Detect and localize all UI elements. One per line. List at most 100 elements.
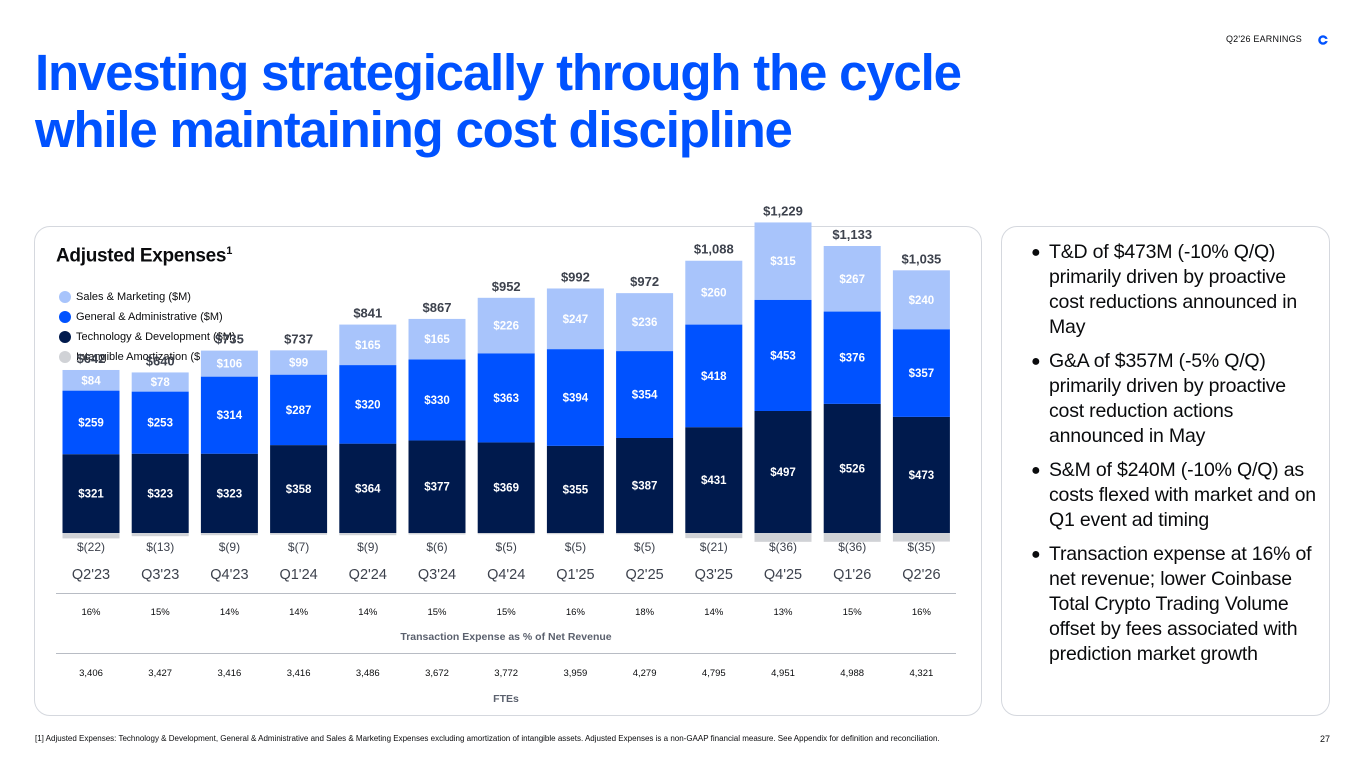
bar-segment bbox=[546, 349, 604, 446]
bar-value-label: $315 bbox=[770, 256, 796, 268]
bar-segment bbox=[823, 246, 881, 312]
bar-value-label: $267 bbox=[839, 274, 865, 286]
commentary-item: ● S&M of $240M (-10% Q/Q) as costs flexed… bbox=[1031, 458, 1321, 533]
divider-transaction bbox=[56, 593, 956, 594]
bar-segment bbox=[685, 324, 743, 428]
bar-segment-amortization bbox=[477, 533, 535, 535]
amortization-value-label: $(9) bbox=[219, 540, 240, 554]
transaction-expense-value: 15% bbox=[842, 607, 862, 618]
bar-value-label: $236 bbox=[632, 317, 658, 329]
bar-segment bbox=[616, 437, 674, 533]
title-line-1: Investing strategically through the cycl… bbox=[35, 44, 962, 101]
bar-segment bbox=[685, 427, 743, 533]
bar-segment bbox=[200, 453, 258, 533]
legend-item-technology-development: Technology & Development ($M) bbox=[59, 327, 236, 347]
legend-item-general-administrative: General & Administrative ($M) bbox=[59, 307, 236, 327]
bar-value-label: $363 bbox=[493, 393, 519, 405]
amortization-value-label: $(35) bbox=[907, 540, 935, 554]
bar-segment-amortization bbox=[685, 533, 743, 539]
bar-value-label: $259 bbox=[78, 417, 104, 429]
x-tick-label: Q3'23 bbox=[141, 567, 179, 583]
amortization-value-label: $(9) bbox=[357, 540, 378, 554]
chart-title-text: Adjusted Expenses bbox=[56, 245, 227, 267]
bar-value-label: $497 bbox=[770, 467, 796, 479]
fte-value: 4,951 bbox=[771, 668, 795, 679]
transaction-expense-caption: Transaction Expense as % of Net Revenue bbox=[400, 631, 612, 643]
transaction-expense-value: 14% bbox=[358, 607, 378, 618]
amortization-value-label: $(22) bbox=[77, 540, 105, 554]
fte-value: 4,988 bbox=[840, 668, 865, 679]
fte-value: 4,279 bbox=[632, 668, 657, 679]
title-line-2: while maintaining cost discipline bbox=[35, 101, 793, 158]
bar-value-label: $358 bbox=[286, 484, 312, 496]
fte-value: 3,959 bbox=[563, 668, 588, 679]
commentary-text: G&A of $357M (-5% Q/Q) primarily driven … bbox=[1049, 350, 1286, 447]
fte-value: 4,795 bbox=[701, 668, 726, 679]
bar-segment bbox=[754, 410, 812, 533]
bar-segment-amortization bbox=[62, 533, 120, 539]
transaction-expense-value: 16% bbox=[911, 607, 931, 618]
fte-value: 3,486 bbox=[355, 668, 380, 679]
x-tick-label: Q1'26 bbox=[833, 567, 871, 583]
bar-total-label: $640 bbox=[146, 353, 175, 368]
legend-label: Technology & Development ($M) bbox=[76, 331, 236, 343]
bar-total-label: $972 bbox=[630, 274, 659, 289]
bar-segment-amortization bbox=[408, 533, 466, 535]
bar-segment bbox=[62, 369, 120, 391]
bar-segment bbox=[200, 376, 258, 454]
transaction-expense-value: 15% bbox=[150, 607, 170, 618]
fte-value: 3,416 bbox=[217, 668, 242, 679]
bar-segment-amortization bbox=[754, 533, 812, 542]
bar-value-label: $226 bbox=[493, 321, 519, 333]
bar-value-label: $314 bbox=[217, 410, 243, 422]
legend-label: Sales & Marketing ($M) bbox=[76, 291, 191, 303]
bar-value-label: $355 bbox=[563, 484, 589, 496]
bullet-icon: ● bbox=[1031, 353, 1041, 370]
notes-card bbox=[1001, 226, 1330, 716]
legend-label: Intangible Amortization ($M) bbox=[76, 351, 213, 363]
bar-value-label: $357 bbox=[909, 368, 935, 380]
amortization-value-label: $(21) bbox=[700, 540, 728, 554]
bar-segment bbox=[546, 288, 604, 350]
bar-value-label: $354 bbox=[632, 390, 658, 402]
fte-value: 3,406 bbox=[79, 668, 103, 679]
bar-segment-amortization bbox=[339, 533, 397, 536]
legend-swatch bbox=[59, 291, 71, 303]
bar-segment bbox=[892, 329, 950, 417]
x-tick-label: Q4'25 bbox=[764, 567, 802, 583]
bar-segment-amortization bbox=[546, 533, 604, 535]
bar-segment bbox=[62, 454, 120, 533]
commentary-text: Transaction expense at 16% of net revenu… bbox=[1049, 543, 1312, 665]
divider-ftes bbox=[56, 653, 956, 654]
bar-value-label: $473 bbox=[909, 470, 935, 482]
legend-label: General & Administrative ($M) bbox=[76, 311, 223, 323]
x-tick-label: Q2'24 bbox=[349, 567, 387, 583]
bar-value-label: $323 bbox=[147, 488, 173, 500]
commentary-item: ● T&D of $473M (-10% Q/Q) primarily drive… bbox=[1031, 240, 1321, 340]
bar-total-label: $992 bbox=[561, 269, 590, 284]
bar-total-label: $841 bbox=[353, 306, 382, 321]
bar-value-label: $323 bbox=[217, 488, 243, 500]
bar-segment-amortization bbox=[892, 533, 950, 542]
bar-segment bbox=[408, 359, 466, 441]
x-tick-label: Q2'26 bbox=[902, 567, 940, 583]
fte-value: 3,772 bbox=[494, 668, 519, 679]
bar-value-label: $321 bbox=[78, 489, 104, 501]
chart-title: Adjusted Expenses1 bbox=[56, 245, 232, 267]
commentary-list: ● T&D of $473M (-10% Q/Q) primarily drive… bbox=[1031, 240, 1321, 676]
bullet-icon: ● bbox=[1031, 462, 1041, 479]
amortization-value-label: $(7) bbox=[288, 540, 309, 554]
bar-value-label: $240 bbox=[909, 295, 935, 307]
bar-total-label: $1,133 bbox=[832, 227, 872, 242]
bar-total-label: $735 bbox=[215, 332, 244, 347]
bar-value-label: $526 bbox=[839, 463, 865, 475]
fte-value: 3,416 bbox=[286, 668, 311, 679]
amortization-value-label: $(5) bbox=[634, 540, 655, 554]
chart-title-superscript: 1 bbox=[226, 245, 233, 257]
bar-segment-amortization bbox=[823, 533, 881, 542]
coinbase-logo-icon bbox=[1318, 35, 1328, 45]
transaction-expense-value: 18% bbox=[635, 607, 655, 618]
bar-segment bbox=[546, 445, 604, 533]
bar-segment bbox=[823, 311, 881, 404]
